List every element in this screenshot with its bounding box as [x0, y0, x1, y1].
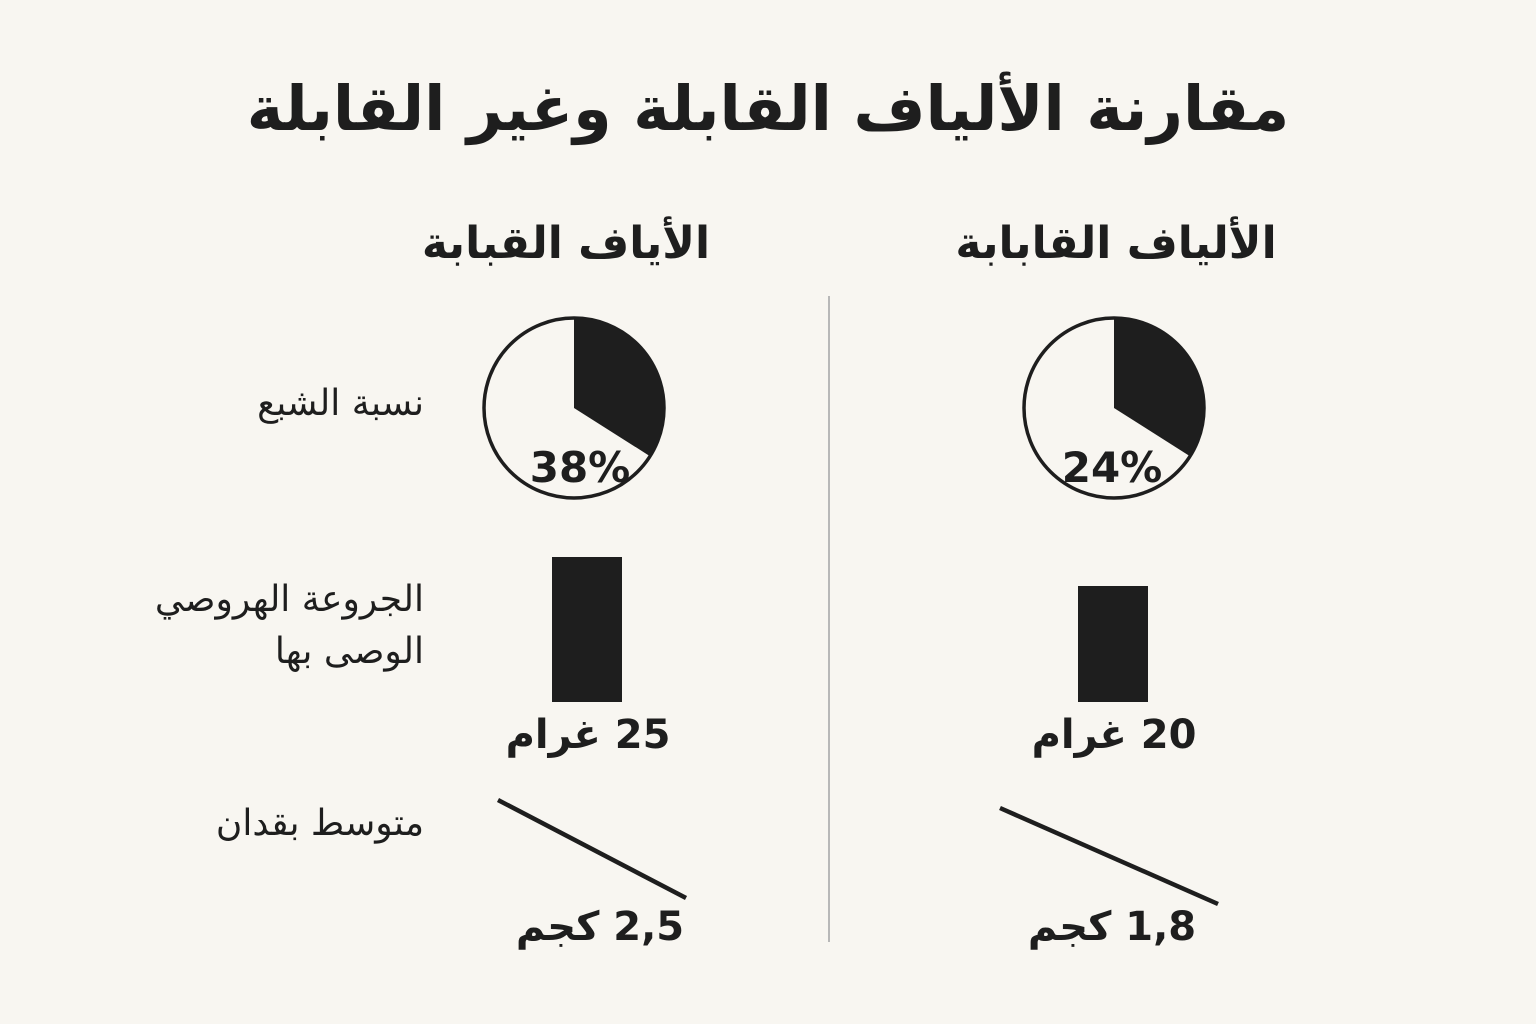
pie-label-left: 38% [530, 443, 631, 492]
dose-bar-right [1078, 586, 1148, 702]
row-label-dose: الجروعة الهروصي الوصى بها [64, 574, 424, 678]
dose-value-left: 25 غرام [505, 712, 671, 758]
row-label-loss: متوسط بقدان [215, 803, 424, 844]
dose-value-right: 20 غرام [1031, 712, 1197, 758]
column-title-left: الأياف القبابة [421, 218, 711, 269]
row-label-satiety: نسبة الشبع [257, 383, 424, 424]
row-label-dose-line2: الوصى بها [274, 631, 424, 673]
pie-slice-right [1114, 318, 1204, 457]
loss-line-left [496, 798, 688, 900]
loss-line-right [999, 805, 1219, 907]
row-label-dose-line1: الجروعة الهروصي [154, 579, 424, 620]
column-divider [828, 296, 830, 942]
loss-value-left: 2,5 كجم [515, 904, 685, 950]
chart-title: مقارنة الألياف القابلة وغير القابلة [246, 72, 1290, 145]
loss-value-right: 1,8 كجم [1027, 904, 1197, 950]
column-title-right: الألياف القابابة [955, 218, 1277, 269]
dose-bar-left [552, 557, 622, 702]
pie-label-right: 24% [1062, 443, 1163, 492]
pie-slice-left [574, 318, 664, 457]
